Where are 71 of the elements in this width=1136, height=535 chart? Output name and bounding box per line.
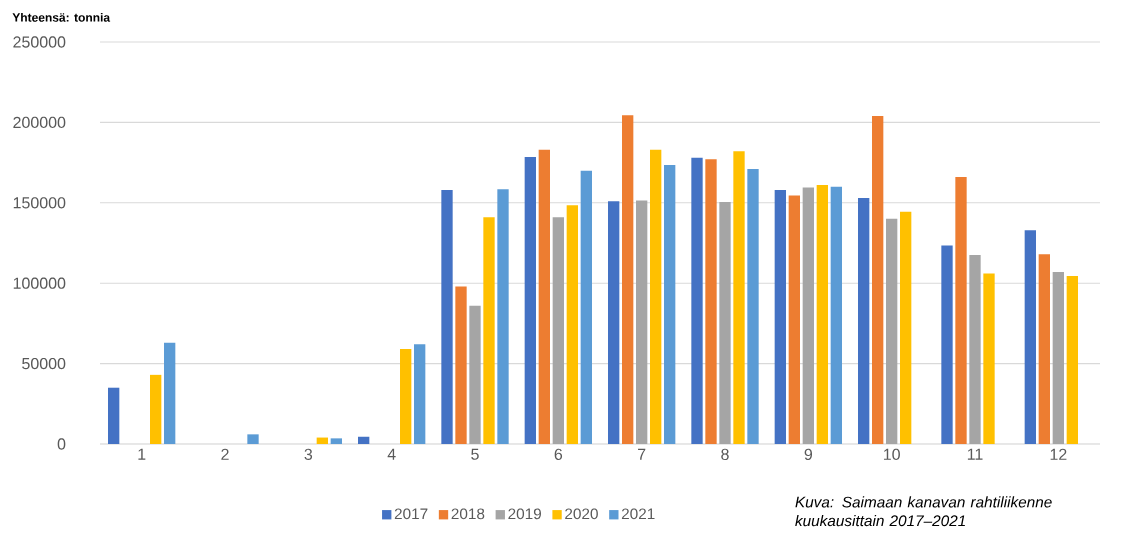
bar [441,190,453,445]
x-tick-label: 1 [138,448,146,460]
bar [983,273,995,445]
x-tick-label: 10 [883,448,900,461]
bar [664,165,676,445]
bar [788,195,800,445]
bar [608,201,620,445]
bar [538,149,550,445]
x-tick-label: 5 [471,448,479,461]
bar [872,116,884,445]
y-tick-label: 50000 [22,358,66,370]
x-tick-label: 6 [554,448,563,461]
y-tick-label: 100000 [13,277,66,290]
bar [1052,272,1064,445]
bar [580,170,592,445]
bar [316,437,328,445]
y-tick-label: 150000 [13,197,66,209]
bar [455,286,467,445]
bar [955,177,967,445]
y-tick-label: 200000 [13,116,66,129]
bar [524,157,536,445]
bar [414,344,426,445]
x-tick-label: 3 [304,448,313,461]
x-tick-label: 8 [721,448,729,461]
bar [358,436,370,445]
bar [247,434,259,445]
bar [941,245,953,445]
bar [1066,276,1078,445]
bar [886,219,898,445]
bar [802,187,814,445]
bar [774,190,786,445]
bar [483,217,495,445]
x-tick-label: 4 [387,448,396,460]
legend-label: 2021 [621,508,655,520]
bar [1024,230,1036,445]
bar [552,217,564,445]
y-tick-label: 0 [57,438,66,450]
bar [150,375,162,445]
bar [830,186,842,445]
text: Kuva: Saimaan kanavan rahtiliikenne kuukausittain 2017–2021 [795,496,1052,527]
bar [330,438,342,445]
legend-label: 2020 [565,508,598,520]
y-tick-label: 250000 [13,36,66,48]
x-tick-label: 11 [967,448,983,460]
bar [636,200,648,445]
bar [164,342,176,445]
bar [622,115,634,445]
legend-label: 2018 [451,508,485,520]
x-tick-label: 12 [1050,448,1067,461]
bar [1038,254,1050,445]
legend-label: 2019 [508,508,541,520]
bar [691,157,703,445]
legend-label: 2017 [394,508,428,520]
bar [469,305,481,445]
bar [719,202,731,445]
bar [858,198,870,445]
bar [650,149,662,445]
x-tick-label: 2 [221,448,229,461]
y-axis-title: Yhteensä: tonnia [12,13,111,22]
x-tick-label: 7 [638,448,646,460]
bar [733,151,745,445]
x-tick-label: 9 [804,448,813,461]
bar [400,349,412,445]
bar [566,205,578,445]
bar [108,387,120,445]
bar [705,159,717,445]
bar [969,255,981,445]
bar [747,169,759,445]
bar [497,189,509,445]
bar [900,211,912,445]
bar [816,185,828,445]
